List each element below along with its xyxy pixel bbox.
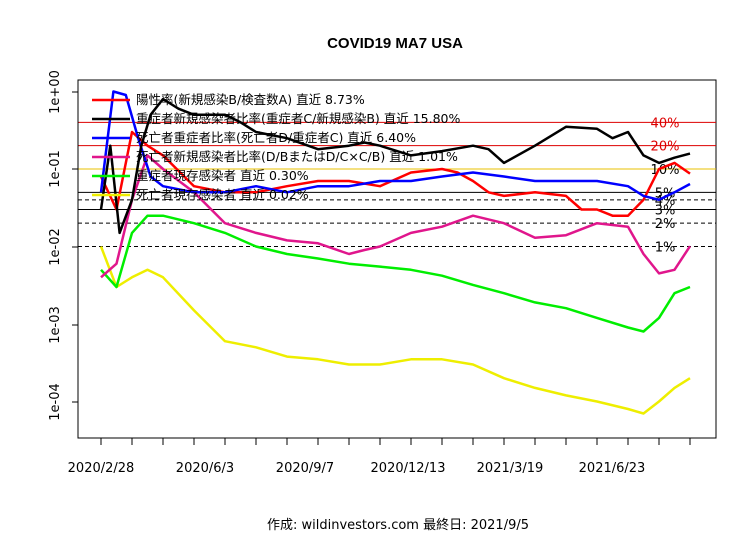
series-line (100, 154, 692, 279)
y-tick-label: 1e-01 (48, 150, 63, 188)
reference-line-label: 4% (655, 194, 676, 209)
legend: 陽性率(新規感染B/検査数A) 直近 8.73% 重症者新規感染者比率(重症者C… (92, 92, 461, 202)
reference-line-label: 5% (655, 186, 676, 201)
chart-caption: 作成: wildinvestors.com 最終日: 2021/9/5 (267, 517, 529, 533)
reference-labels: 40% 20% 10% 5%4%3%2% 1% (651, 116, 680, 255)
series-line (99, 246, 691, 415)
x-axis: 2020/2/28 2020/6/3 2020/9/7 2020/12/13 2… (68, 437, 690, 476)
reference-line-label: 40% (651, 116, 680, 131)
reference-line-label: 2% (655, 217, 676, 232)
reference-line-label: 20% (651, 140, 680, 155)
legend-entry: 死亡者現存感染者 直近 0.02% (136, 187, 309, 202)
x-tick-label: 2020/2/28 (68, 461, 135, 476)
x-tick-label: 2020/12/13 (371, 461, 446, 476)
reference-line-label: 3% (655, 204, 676, 219)
series-lines (99, 90, 692, 415)
legend-entry: 死亡者新規感染者比率(D/BまたはD/C×C/B) 直近 1.01% (136, 149, 458, 164)
y-tick-label: 1e-02 (48, 228, 63, 266)
y-axis: 1e-04 1e-03 1e-02 1e-01 1e+00 (48, 70, 79, 421)
x-tick-label: 2020/9/7 (276, 461, 334, 476)
legend-entry: 重症者新規感染者比率(重症者C/新規感染B) 直近 15.80% (136, 111, 461, 126)
series-line (100, 214, 691, 333)
reference-lines (78, 121, 716, 247)
reference-line-label: 1% (655, 241, 676, 256)
legend-entry: 重症者現存感染者 直近 0.30% (136, 168, 309, 183)
chart-title: COVID19 MA7 USA (327, 35, 463, 52)
x-tick-label: 2021/6/23 (579, 461, 646, 476)
series-line (99, 130, 691, 217)
series-line (99, 90, 691, 202)
legend-entry: 陽性率(新規感染B/検査数A) 直近 8.73% (136, 92, 365, 107)
y-tick-label: 1e-04 (48, 383, 63, 421)
x-tick-label: 2021/3/19 (477, 461, 544, 476)
series-line (99, 97, 691, 235)
reference-line-label: 10% (651, 163, 680, 178)
legend-entry: 死亡者重症者比率(死亡者D/重症者C) 直近 6.40% (136, 130, 416, 145)
y-tick-label: 1e-03 (48, 306, 63, 344)
x-tick-label: 2020/6/3 (176, 461, 234, 476)
y-tick-label: 1e+00 (48, 70, 63, 114)
x-minor-ticks (100, 438, 691, 445)
